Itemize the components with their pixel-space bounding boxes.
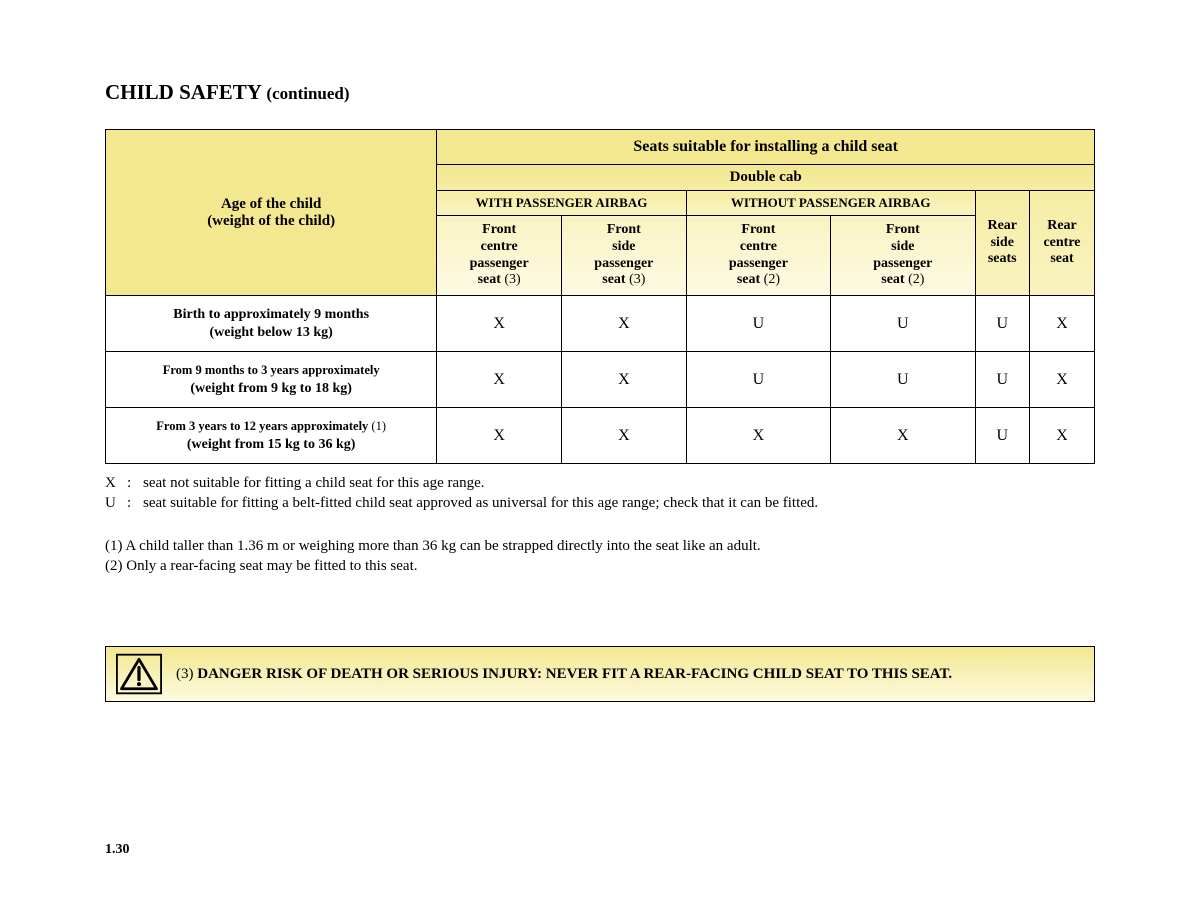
table-cell: X — [437, 352, 562, 408]
table-cell: X — [562, 352, 687, 408]
seat-col-1: Front side passenger seat (3) — [562, 216, 687, 296]
table-row: From 9 months to 3 years approximately(w… — [106, 352, 1095, 408]
child-seat-table: Age of the child (weight of the child) S… — [105, 129, 1095, 464]
page-title: CHILD SAFETY (continued) — [105, 80, 1095, 105]
table-cell: U — [975, 296, 1029, 352]
table-cell: U — [831, 352, 975, 408]
row-age-cell: From 3 years to 12 years approximately (… — [106, 408, 437, 464]
legend-u-key: U — [105, 494, 127, 514]
row-age-cell: From 9 months to 3 years approximately(w… — [106, 352, 437, 408]
without-airbag-header: WITHOUT PASSENGER AIRBAG — [686, 191, 975, 216]
with-airbag-header: WITH PASSENGER AIRBAG — [437, 191, 686, 216]
seat-col-2: Front centre passenger seat (2) — [686, 216, 830, 296]
table-cell: U — [975, 352, 1029, 408]
table-cell: U — [831, 296, 975, 352]
table-cell: X — [831, 408, 975, 464]
footnote-1: (1) A child taller than 1.36 m or weighi… — [105, 537, 1095, 557]
table-cell: X — [562, 296, 687, 352]
title-main: CHILD SAFETY — [105, 80, 261, 104]
seat-col-4: Rear side seats — [975, 191, 1029, 296]
table-cell: U — [975, 408, 1029, 464]
warning-triangle-icon — [116, 653, 162, 695]
table-cell: X — [686, 408, 830, 464]
table-row: Birth to approximately 9 months(weight b… — [106, 296, 1095, 352]
legend: X : seat not suitable for fitting a chil… — [105, 474, 1095, 513]
seat-col-0: Front centre passenger seat (3) — [437, 216, 562, 296]
suitable-header: Seats suitable for installing a child se… — [437, 130, 1095, 165]
table-cell: X — [1029, 408, 1094, 464]
table-cell: X — [1029, 296, 1094, 352]
footnotes: (1) A child taller than 1.36 m or weighi… — [105, 537, 1095, 576]
table-cell: U — [686, 352, 830, 408]
cab-header: Double cab — [437, 165, 1095, 191]
page-number: 1.30 — [105, 842, 130, 858]
age-header-l2: (weight of the child) — [207, 213, 335, 229]
age-header: Age of the child (weight of the child) — [106, 130, 437, 296]
legend-x-text: seat not suitable for fitting a child se… — [143, 474, 485, 494]
table-cell: U — [686, 296, 830, 352]
warning-prefix: (3) — [176, 666, 194, 682]
age-header-l1: Age of the child — [221, 196, 321, 212]
footnote-2: (2) Only a rear-facing seat may be fitte… — [105, 557, 1095, 577]
legend-x-key: X — [105, 474, 127, 494]
table-cell: X — [437, 296, 562, 352]
row-age-cell: Birth to approximately 9 months(weight b… — [106, 296, 437, 352]
table-cell: X — [562, 408, 687, 464]
warning-box: (3) DANGER RISK OF DEATH OR SERIOUS INJU… — [105, 646, 1095, 702]
table-cell: X — [1029, 352, 1094, 408]
title-continued: (continued) — [266, 84, 349, 103]
table-cell: X — [437, 408, 562, 464]
legend-x: X : seat not suitable for fitting a chil… — [105, 474, 1095, 494]
warning-text: (3) DANGER RISK OF DEATH OR SERIOUS INJU… — [176, 665, 952, 684]
warning-body: DANGER RISK OF DEATH OR SERIOUS INJURY: … — [197, 666, 952, 682]
legend-u: U : seat suitable for fitting a belt-fit… — [105, 494, 1095, 514]
legend-u-text: seat suitable for fitting a belt-fitted … — [143, 494, 818, 514]
seat-col-3: Front side passenger seat (2) — [831, 216, 975, 296]
seat-col-5: Rear centre seat — [1029, 191, 1094, 296]
table-row: From 3 years to 12 years approximately (… — [106, 408, 1095, 464]
